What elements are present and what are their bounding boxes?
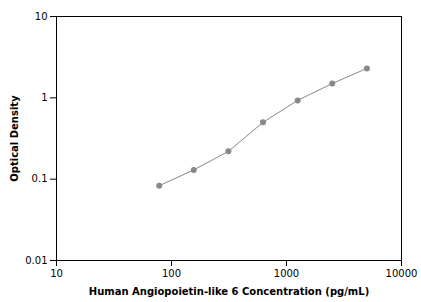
svg-text:1000: 1000 — [274, 268, 299, 279]
svg-text:Optical Density: Optical Density — [9, 95, 20, 182]
svg-text:1: 1 — [41, 92, 47, 103]
svg-text:10: 10 — [50, 268, 63, 279]
svg-text:10: 10 — [35, 11, 48, 22]
svg-text:0.01: 0.01 — [25, 255, 47, 266]
svg-text:0.1: 0.1 — [32, 173, 48, 184]
svg-text:10000: 10000 — [386, 268, 418, 279]
svg-text:Human Angiopoietin-like 6 Conc: Human Angiopoietin-like 6 Concentration … — [89, 286, 369, 297]
svg-text:100: 100 — [162, 268, 181, 279]
